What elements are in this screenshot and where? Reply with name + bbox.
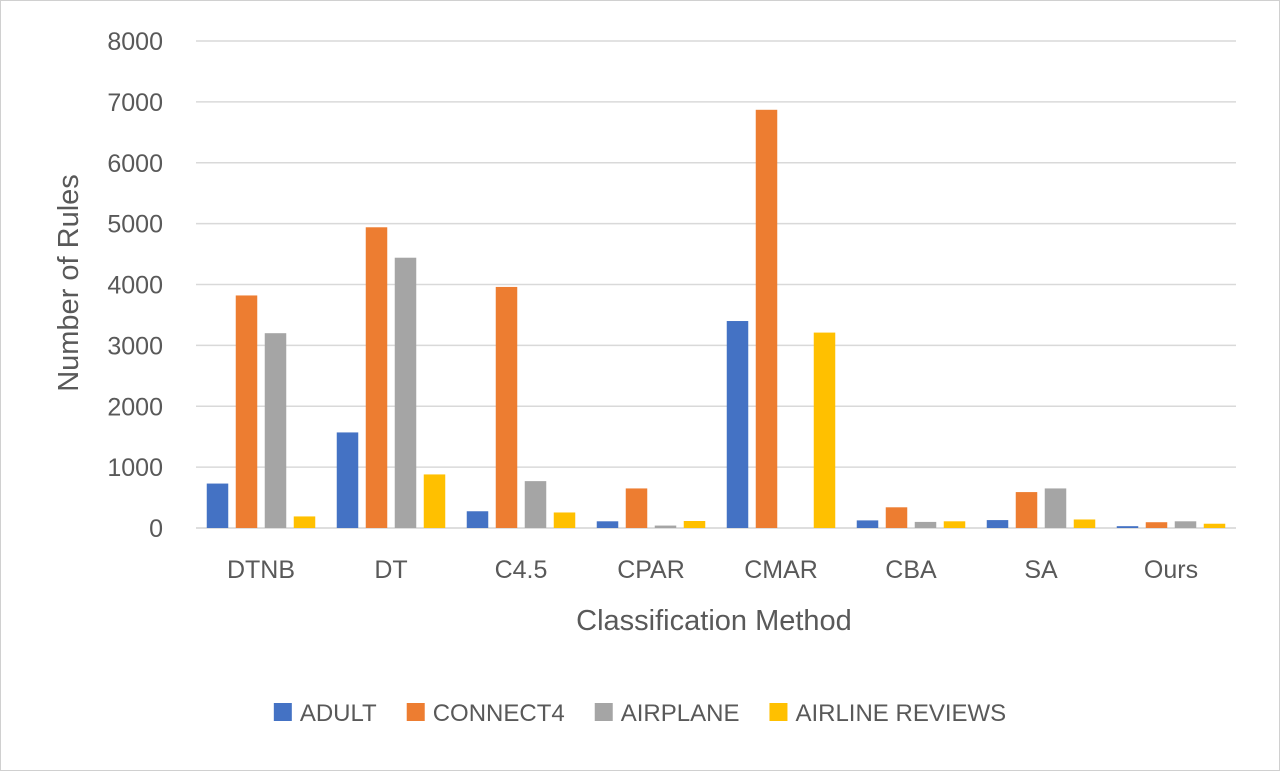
y-tick-label: 8000 (107, 28, 163, 56)
bar-adult-cpar (596, 521, 619, 528)
y-tick-label: 2000 (107, 393, 163, 421)
y-tick-label: 1000 (107, 454, 163, 482)
bar-adult-dt (336, 432, 359, 528)
y-tick-label: 3000 (107, 332, 163, 360)
legend-swatch (594, 703, 613, 721)
bar-connect4-cba (885, 507, 908, 528)
x-tick-label: DT (374, 556, 407, 584)
bar-airline-reviews-dt (423, 474, 446, 528)
bar-airline-reviews-cpar (683, 520, 706, 528)
legend-swatch (273, 703, 292, 721)
bars (206, 109, 1226, 528)
bar-airline-reviews-c4-5 (553, 512, 576, 528)
x-axis-title: Classification Method (576, 605, 852, 637)
bar-airline-reviews-dtnb (293, 516, 316, 528)
bar-airplane-dtnb (264, 333, 287, 528)
y-tick-label: 4000 (107, 272, 163, 300)
x-tick-label: DTNB (227, 556, 295, 584)
bar-airplane-c4-5 (524, 481, 547, 528)
legend-label: AIRPLANE (621, 700, 740, 727)
bar-adult-cmar (726, 321, 749, 528)
x-tick-label: C4.5 (495, 556, 548, 584)
bar-connect4-cmar (755, 109, 778, 528)
legend-label: ADULT (300, 700, 377, 727)
bar-airline-reviews-ours (1203, 523, 1226, 528)
bar-adult-cba (856, 520, 879, 528)
bar-airplane-cpar (654, 525, 677, 528)
x-tick-label: CBA (885, 556, 937, 584)
bar-connect4-dtnb (235, 295, 258, 528)
legend-swatch (406, 703, 425, 721)
bar-connect4-cpar (625, 488, 648, 528)
legend: ADULT CONNECT4 AIRPLANE AIRLINE REVIEWS (273, 700, 1006, 727)
x-axis-ticks: DTNB DT C4.5 CPAR CMAR CBA SA Ours (227, 556, 1198, 584)
x-tick-label: CMAR (744, 556, 818, 584)
bar-airline-reviews-cmar (813, 332, 836, 528)
y-axis-title: Number of Rules (53, 174, 85, 392)
y-tick-label: 0 (149, 515, 163, 543)
x-tick-label: SA (1024, 556, 1058, 584)
bar-adult-ours (1116, 526, 1139, 528)
bar-connect4-c4-5 (495, 286, 518, 528)
legend-swatch (769, 703, 788, 721)
bar-airplane-sa (1044, 488, 1067, 528)
bar-connect4-ours (1145, 522, 1168, 528)
y-tick-label: 5000 (107, 211, 163, 239)
x-tick-label: CPAR (617, 556, 685, 584)
bar-airline-reviews-sa (1073, 519, 1096, 528)
bar-connect4-dt (365, 227, 388, 528)
y-tick-label: 7000 (107, 89, 163, 117)
bar-airplane-dt (394, 257, 417, 528)
bar-airplane-cba (914, 521, 937, 528)
bar-connect4-sa (1015, 492, 1038, 528)
bar-adult-sa (986, 520, 1009, 528)
bar-adult-dtnb (206, 483, 229, 528)
bar-adult-c4-5 (466, 511, 489, 528)
bar-airplane-ours (1174, 521, 1197, 528)
legend-label: AIRLINE REVIEWS (795, 700, 1006, 727)
y-axis-ticks: 0 1000 2000 3000 4000 5000 6000 7000 8000 (107, 28, 163, 543)
x-tick-label: Ours (1144, 556, 1198, 584)
y-tick-label: 6000 (107, 150, 163, 178)
legend-label: CONNECT4 (433, 700, 565, 727)
bar-airline-reviews-cba (943, 521, 966, 528)
